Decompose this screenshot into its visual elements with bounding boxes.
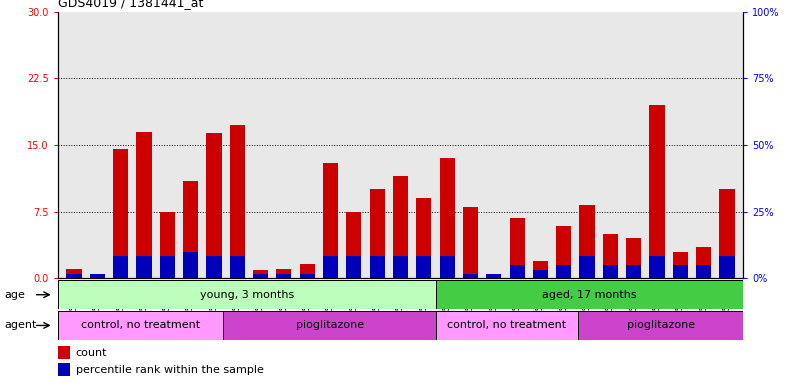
Bar: [509, 218, 525, 278]
Text: young, 3 months: young, 3 months: [199, 290, 294, 300]
Bar: [346, 212, 361, 278]
Bar: [673, 265, 688, 278]
Bar: [440, 158, 455, 278]
Bar: [436, 280, 743, 309]
Bar: [626, 238, 642, 278]
Bar: [393, 176, 408, 278]
Bar: [276, 274, 292, 278]
Bar: [603, 265, 618, 278]
Bar: [58, 311, 223, 340]
Text: control, no treatment: control, no treatment: [447, 320, 566, 331]
Bar: [463, 207, 478, 278]
Text: percentile rank within the sample: percentile rank within the sample: [75, 365, 264, 375]
Bar: [159, 212, 175, 278]
Bar: [207, 133, 222, 278]
Bar: [230, 126, 245, 278]
Bar: [346, 256, 361, 278]
Bar: [393, 256, 408, 278]
Bar: [436, 311, 578, 340]
Bar: [230, 256, 245, 278]
Bar: [159, 256, 175, 278]
Bar: [440, 256, 455, 278]
Text: age: age: [4, 290, 25, 300]
Bar: [417, 256, 432, 278]
Bar: [253, 270, 268, 278]
Bar: [136, 256, 151, 278]
Bar: [58, 280, 436, 309]
Bar: [696, 265, 711, 278]
Text: count: count: [75, 348, 107, 358]
Bar: [58, 363, 70, 376]
Bar: [603, 234, 618, 278]
Bar: [207, 256, 222, 278]
Bar: [719, 189, 735, 278]
Bar: [136, 132, 151, 278]
Bar: [369, 189, 384, 278]
Bar: [533, 270, 548, 278]
Bar: [533, 261, 548, 278]
Text: agent: agent: [4, 320, 36, 331]
Bar: [626, 265, 642, 278]
Bar: [253, 274, 268, 278]
Bar: [323, 256, 338, 278]
Bar: [113, 149, 128, 278]
Bar: [66, 274, 82, 278]
Text: pioglitazone: pioglitazone: [296, 320, 364, 331]
Bar: [696, 247, 711, 278]
Text: GDS4019 / 1381441_at: GDS4019 / 1381441_at: [58, 0, 203, 9]
Bar: [323, 163, 338, 278]
Bar: [223, 311, 436, 340]
Text: control, no treatment: control, no treatment: [81, 320, 200, 331]
Bar: [276, 269, 292, 278]
Bar: [650, 105, 665, 278]
Bar: [300, 274, 315, 278]
Bar: [369, 256, 384, 278]
Bar: [673, 252, 688, 278]
Bar: [556, 265, 571, 278]
Bar: [486, 276, 501, 278]
Bar: [66, 269, 82, 278]
Bar: [486, 274, 501, 278]
Bar: [58, 346, 70, 359]
Bar: [578, 311, 743, 340]
Bar: [719, 256, 735, 278]
Bar: [90, 276, 105, 278]
Bar: [579, 256, 594, 278]
Text: pioglitazone: pioglitazone: [626, 320, 694, 331]
Bar: [90, 274, 105, 278]
Text: aged, 17 months: aged, 17 months: [542, 290, 637, 300]
Bar: [300, 264, 315, 278]
Bar: [650, 256, 665, 278]
Bar: [417, 199, 432, 278]
Bar: [509, 265, 525, 278]
Bar: [579, 205, 594, 278]
Bar: [183, 180, 198, 278]
Bar: [113, 256, 128, 278]
Bar: [183, 252, 198, 278]
Bar: [463, 274, 478, 278]
Bar: [556, 226, 571, 278]
